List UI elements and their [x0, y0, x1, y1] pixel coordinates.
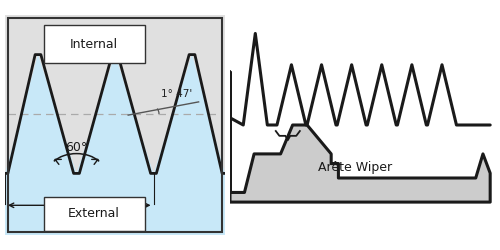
Text: Internal: Internal: [70, 38, 118, 51]
Text: Arête Wiper: Arête Wiper: [318, 161, 392, 174]
Text: P: P: [74, 206, 85, 220]
Text: 60°: 60°: [66, 140, 88, 153]
Polygon shape: [76, 54, 154, 174]
Polygon shape: [230, 72, 490, 202]
FancyBboxPatch shape: [44, 25, 144, 64]
Text: External: External: [68, 207, 120, 220]
Polygon shape: [5, 114, 225, 235]
FancyBboxPatch shape: [44, 196, 144, 230]
Polygon shape: [5, 54, 76, 174]
Polygon shape: [154, 54, 225, 174]
Text: 1° 47': 1° 47': [161, 88, 192, 99]
